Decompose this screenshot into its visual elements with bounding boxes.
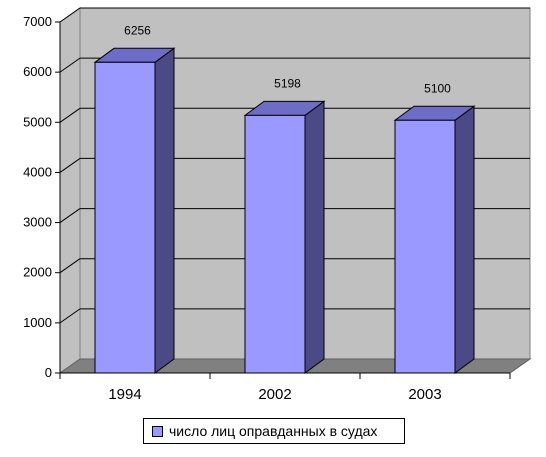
y-tick-label: 3000 (23, 215, 52, 230)
x-category-label: 2002 (258, 386, 291, 403)
gridline-side (59, 308, 81, 324)
gridline-side (59, 158, 81, 173)
y-tick-label: 6000 (23, 64, 52, 79)
legend-swatch (152, 425, 163, 437)
gridline-side (59, 208, 81, 223)
data-label: 5100 (424, 81, 451, 95)
y-tick-label: 2000 (23, 265, 52, 280)
x-category-label: 1994 (108, 386, 141, 403)
legend: число лиц оправданных в судах (143, 418, 405, 444)
bar (394, 119, 456, 374)
bar (94, 61, 156, 374)
x-category-label: 2003 (408, 386, 441, 403)
y-tick-label: 1000 (23, 315, 52, 330)
y-tick-label: 0 (45, 365, 52, 380)
bar-side (304, 100, 325, 374)
data-label: 6256 (124, 23, 151, 37)
legend-label: число лиц оправданных в судах (169, 423, 378, 439)
bar-side (154, 47, 175, 374)
data-label: 5198 (274, 76, 301, 90)
bar (244, 114, 306, 374)
bar-side (454, 105, 475, 374)
gridline-side (59, 57, 81, 73)
labels: 6256 1994 5198 2002 5100 2003 (108, 23, 451, 403)
side-wall (59, 7, 81, 374)
y-tick-label: 4000 (23, 164, 52, 179)
axes: 0 1000 2000 3000 4000 5000 6000 7000 (23, 14, 511, 380)
gridline-side (59, 258, 81, 274)
y-tick-label: 7000 (23, 14, 52, 29)
bars (93, 47, 476, 374)
gridline-side (59, 7, 81, 23)
y-tick-label: 5000 (23, 114, 52, 129)
gridline-side (59, 107, 81, 123)
